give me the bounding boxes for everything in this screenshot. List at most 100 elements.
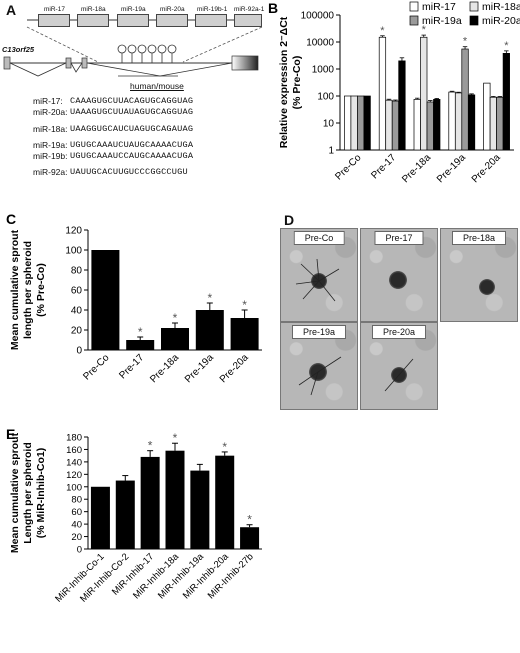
y-tick-label: 0 xyxy=(76,346,82,357)
bar xyxy=(502,52,510,151)
bar xyxy=(496,96,504,151)
gene-box-3 xyxy=(117,14,149,27)
micrograph-label: Pre-17 xyxy=(374,231,424,245)
gene-box-2 xyxy=(77,14,109,27)
y-axis-label-line: Mean cumulative sprout xyxy=(9,229,21,350)
y-tick-label: 10 xyxy=(323,119,335,130)
seq-text: UGUGCAAAUCCAUGCAAAACUGA xyxy=(70,151,194,161)
y-tick-label: 160 xyxy=(66,445,82,456)
gene-label: miR-19b-1 xyxy=(197,6,228,13)
x-tick-label: Pre-Co xyxy=(333,152,363,182)
micrograph-pre-18a: Pre-18a xyxy=(440,228,518,322)
legend-label: miR-18a xyxy=(482,1,520,13)
bar xyxy=(483,82,491,151)
seq-text: UGUGCAAAUCUAUGCAAAACUGA xyxy=(70,140,194,150)
significance-star: * xyxy=(422,24,427,36)
significance-star: * xyxy=(207,291,212,305)
bar xyxy=(433,99,441,151)
panel-letter-a: A xyxy=(6,2,17,18)
gene-label: miR-18a xyxy=(81,6,106,13)
exon-3 xyxy=(81,57,88,69)
seq-name: miR-20a: xyxy=(33,107,68,117)
micrograph-pre-20a: Pre-20a xyxy=(360,322,438,410)
micrograph-label: Pre-Co xyxy=(293,231,345,245)
y-axis-label-2: (% Pre-Co) xyxy=(291,56,303,110)
seq-name: miR-19b: xyxy=(33,151,68,161)
gene-box-4 xyxy=(156,14,188,27)
legend-swatch xyxy=(469,15,479,26)
y-axis-label-line: length per spheroid xyxy=(22,241,34,339)
legend-label: miR-19a xyxy=(422,15,462,27)
y-tick-label: 100 xyxy=(66,482,82,493)
bar xyxy=(126,340,155,350)
bar xyxy=(115,480,135,549)
bar xyxy=(190,470,210,549)
y-axis-label-line: Length per spheroid xyxy=(22,442,34,544)
locus-label: C13orf25 xyxy=(2,45,35,54)
seq-name: miR-92a: xyxy=(33,167,68,177)
exon-last xyxy=(231,55,259,71)
y-tick-label: 10000 xyxy=(306,38,334,49)
bar xyxy=(344,95,352,151)
seq-text: UAUUGCACUUGUCCCGGCCUGU xyxy=(70,167,188,177)
micrograph-label: Pre-20a xyxy=(371,325,427,339)
legend-label: miR-20a xyxy=(482,15,520,27)
bar xyxy=(391,100,400,151)
significance-star: * xyxy=(222,440,227,454)
y-tick-label: 80 xyxy=(71,266,83,277)
y-tick-label: 100 xyxy=(317,92,334,103)
gene-label: miR-92a-1 xyxy=(234,6,265,13)
y-tick-label: 80 xyxy=(71,495,82,506)
panel-letter-e: E xyxy=(6,426,15,442)
legend-label: miR-17 xyxy=(422,1,456,13)
y-tick-label: 40 xyxy=(71,306,83,317)
x-tick-label: Pre-Co xyxy=(81,352,111,382)
y-tick-label: 1 xyxy=(328,146,334,157)
gene-box-6 xyxy=(234,14,262,27)
bar xyxy=(398,60,406,151)
gene-label: miR-19a xyxy=(121,6,146,13)
significance-star: * xyxy=(173,311,178,325)
bar xyxy=(195,310,224,350)
gene-label: miR-20a xyxy=(160,6,185,13)
chart-b: B 1 10 100 1000 10000 100000 Relative expressio… xyxy=(268,0,520,185)
y-axis-label-line: Mean cumulative sprout xyxy=(9,432,21,553)
bar xyxy=(448,91,456,151)
x-tick-label: Pre-19a xyxy=(183,352,216,385)
bar xyxy=(165,450,185,549)
bar xyxy=(240,527,260,549)
bar xyxy=(454,92,463,151)
gene-label: miR-17 xyxy=(44,6,65,13)
legend-swatch xyxy=(409,1,419,12)
y-axis-label-line: (% MiR-Inhib-Co1) xyxy=(35,448,47,538)
bar xyxy=(420,36,428,151)
x-tick-label: Pre-18a xyxy=(400,152,433,185)
x-tick-label: Pre-17 xyxy=(117,352,146,381)
x-tick-label: Pre-19a xyxy=(435,152,468,185)
y-tick-label: 20 xyxy=(71,532,82,543)
zoom-line-left xyxy=(26,26,99,63)
bar xyxy=(378,36,387,151)
hairpin-cluster xyxy=(117,44,177,63)
seq-text: UAAAGUGCUUAUAGUGCAGGUAG xyxy=(70,107,194,117)
panel-letter-d: D xyxy=(284,212,295,228)
bar xyxy=(230,318,259,350)
micrograph-pre-co: Pre-Co xyxy=(280,228,358,322)
y-tick-label: 140 xyxy=(66,457,82,468)
seq-text: CAAAGUGCUUACAGUGCAGGUAG xyxy=(70,96,194,106)
bar xyxy=(413,99,421,151)
y-tick-label: 120 xyxy=(66,470,82,481)
micrograph-pre-19a: Pre-19a xyxy=(280,322,358,410)
significance-star: * xyxy=(138,325,143,339)
y-axis-label-line: (% Pre-Co) xyxy=(35,263,47,317)
significance-star: * xyxy=(463,36,468,48)
bar xyxy=(489,96,497,151)
bar xyxy=(350,95,358,151)
bar xyxy=(161,328,189,350)
bar xyxy=(90,486,110,549)
y-tick-label: 20 xyxy=(71,326,83,337)
y-tick-label: 100000 xyxy=(301,11,335,22)
y-axis-label: Relative expression 2⁻ΔCt xyxy=(278,16,290,148)
bar xyxy=(140,456,160,549)
x-tick-label: Pre-20a xyxy=(218,352,251,385)
